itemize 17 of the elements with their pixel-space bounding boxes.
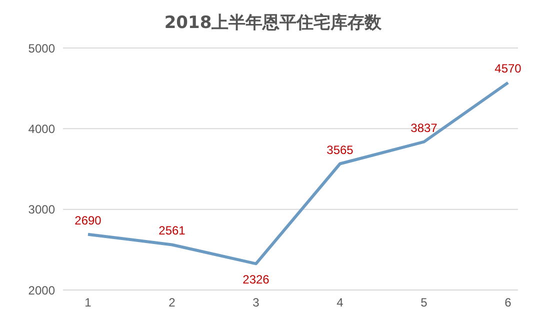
data-label: 4570 <box>494 62 522 76</box>
data-label: 3565 <box>326 142 354 157</box>
y-tick-label: 2000 <box>28 283 56 298</box>
x-tick-label: 5 <box>420 296 428 310</box>
y-tick-label: 3000 <box>28 202 56 217</box>
y-tick-label: 4000 <box>28 122 56 136</box>
chart-title: 2018上半年恩平住宅库存数 <box>163 12 383 35</box>
x-tick-label: 6 <box>504 296 512 310</box>
data-label: 2561 <box>158 224 186 238</box>
x-tick-label: 2 <box>168 296 176 310</box>
y-tick-label: 5000 <box>28 41 56 56</box>
data-label: 2326 <box>242 272 270 287</box>
x-tick-label: 4 <box>336 296 344 310</box>
data-label: 2690 <box>74 213 102 228</box>
x-tick-label: 1 <box>84 296 92 310</box>
data-label: 3837 <box>410 120 438 135</box>
x-tick-label: 3 <box>252 296 260 310</box>
